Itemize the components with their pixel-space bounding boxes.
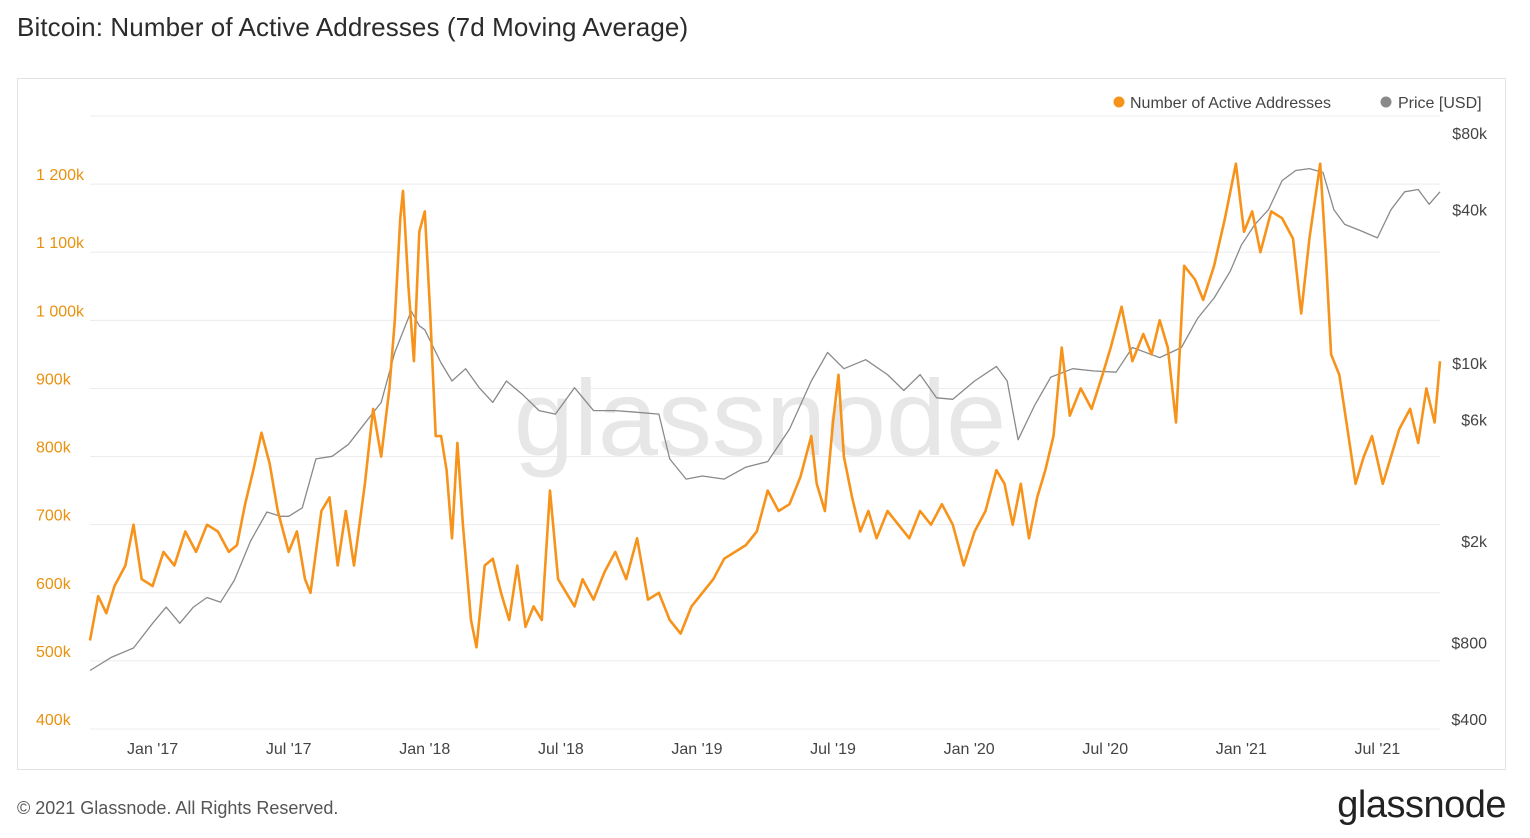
grid-lines xyxy=(90,115,1440,730)
chart-title: Bitcoin: Number of Active Addresses (7d … xyxy=(17,12,689,42)
x-tick-label: Jul '19 xyxy=(810,741,856,758)
legend-swatch-addresses xyxy=(1113,96,1125,108)
x-tick-label: Jan '19 xyxy=(671,741,722,758)
x-tick-label: Jul '18 xyxy=(538,741,584,758)
x-tick-label: Jan '17 xyxy=(127,741,178,758)
left-tick-label: 900k xyxy=(36,371,72,388)
left-tick-label: 500k xyxy=(36,644,72,661)
legend[interactable]: Number of Active Addresses Price [USD] xyxy=(1113,95,1482,112)
watermark: glassnode xyxy=(514,357,1006,478)
left-tick-label: 600k xyxy=(36,576,72,593)
left-tick-label: 1 100k xyxy=(36,235,85,252)
legend-swatch-price xyxy=(1380,96,1392,108)
x-tick-label: Jan '18 xyxy=(399,741,450,758)
right-tick-label: $6k xyxy=(1461,412,1488,429)
left-tick-label: 800k xyxy=(36,440,72,457)
series-lines xyxy=(88,162,1442,672)
right-tick-label: $80k xyxy=(1452,126,1488,143)
right-tick-label: $800 xyxy=(1451,635,1487,652)
right-tick-label: $10k xyxy=(1452,356,1488,373)
x-tick-label: Jan '20 xyxy=(944,741,995,758)
left-tick-label: 1 000k xyxy=(36,303,85,320)
legend-label-price[interactable]: Price [USD] xyxy=(1398,95,1482,112)
x-tick-label: Jul '20 xyxy=(1082,741,1128,758)
right-tick-label: $40k xyxy=(1452,203,1488,220)
x-tick-label: Jan '21 xyxy=(1216,741,1267,758)
x-axis: Jan '17 Jul '17 Jan '18 Jul '18 Jan '19 Jul '… xyxy=(127,741,1400,758)
right-tick-label: $400 xyxy=(1451,712,1487,729)
x-tick-label: Jul '17 xyxy=(266,741,312,758)
addresses-series-line[interactable] xyxy=(88,162,1442,649)
x-tick-label: Jul '21 xyxy=(1355,741,1401,758)
right-axis: $400 $800 $2k $6k $10k $40k $80k xyxy=(1451,126,1488,729)
chart-frame xyxy=(17,78,1506,770)
glassnode-logo[interactable]: glassnode xyxy=(1337,784,1506,826)
right-tick-label: $2k xyxy=(1461,534,1488,551)
left-tick-label: 700k xyxy=(36,508,72,525)
left-tick-label: 1 200k xyxy=(36,167,85,184)
left-axis: 400k 500k 600k 700k 800k 900k 1 000k 1 100k 1 20… xyxy=(36,167,85,729)
left-tick-label: 400k xyxy=(36,712,72,729)
legend-label-addresses[interactable]: Number of Active Addresses xyxy=(1130,95,1331,112)
copyright-text: © 2021 Glassnode. All Rights Reserved. xyxy=(17,798,339,818)
